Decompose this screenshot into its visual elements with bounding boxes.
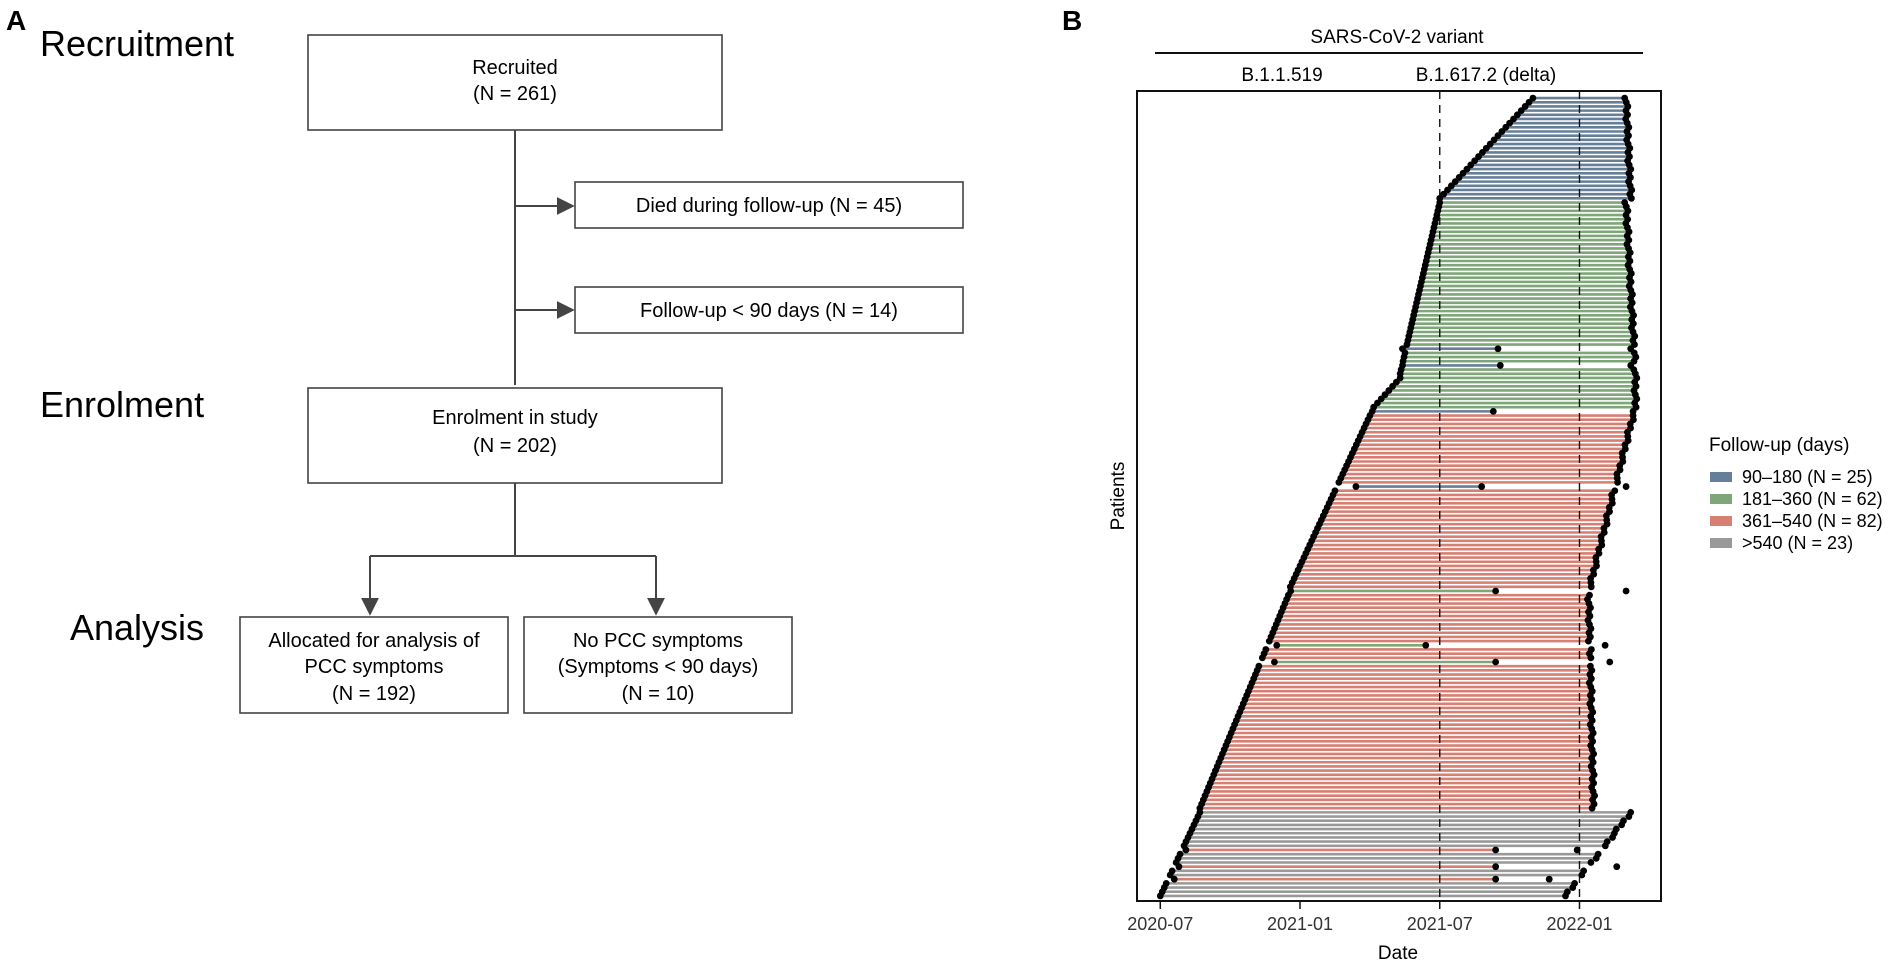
legend-label-over-540: >540 (N = 23): [1742, 533, 1853, 553]
x-axis: 2020-07 2021-01 2021-07 2022-01: [1127, 901, 1613, 934]
legend-item-361-540: 361–540 (N = 82): [1710, 511, 1883, 531]
box-recruited-line2: (N = 261): [473, 83, 557, 105]
box-allocated: Allocated for analysis of PCC symptoms (…: [239, 616, 509, 714]
panel-a: A Recruitment Enrolment Analysis Recruit…: [6, 5, 964, 714]
box-recruited: Recruited (N = 261): [307, 34, 723, 131]
patient-end-point: [1562, 892, 1569, 900]
patient-end-point: [1585, 637, 1592, 645]
legend-label-181-360: 181–360 (N = 62): [1742, 489, 1883, 509]
patient-resume-point: [1573, 846, 1581, 854]
patient-end-point: [1628, 194, 1635, 202]
patient-start-point: [1265, 637, 1273, 645]
patient-end-point: [1569, 884, 1577, 891]
patient-end-point: [1578, 871, 1586, 879]
x-tick-label: 2021-07: [1407, 914, 1473, 934]
patient-points: [1156, 94, 1641, 900]
legend-title: Follow-up (days): [1709, 435, 1849, 456]
legend-label-361-540: 361–540 (N = 82): [1742, 511, 1883, 531]
patient-end-point: [1492, 846, 1500, 854]
patient-end-point: [1609, 834, 1616, 841]
panel-b: B SARS-CoV-2 variant B.1.1.519 B.1.617.2…: [1062, 5, 1883, 964]
patient-end-point: [1588, 804, 1596, 812]
stage-analysis: Analysis: [70, 607, 204, 648]
patient-resume-point: [1606, 658, 1614, 666]
variant-reference-lines: [1439, 91, 1581, 901]
patient-start-point: [1182, 846, 1190, 854]
patient-resume-point: [1622, 483, 1630, 490]
box-no-pcc: No PCC symptoms (Symptoms < 90 days) (N …: [523, 616, 793, 714]
x-tick-label: 2020-07: [1127, 914, 1193, 934]
patient-end-point: [1492, 587, 1500, 595]
patient-start-point: [1166, 871, 1174, 879]
x-tick-label: 2021-01: [1267, 914, 1333, 934]
patient-end-point: [1492, 863, 1500, 871]
x-axis-label: Date: [1378, 943, 1418, 964]
plot-frame: [1136, 90, 1662, 902]
panel-b-label: B: [1062, 5, 1082, 36]
stage-enrolment: Enrolment: [40, 384, 204, 425]
patient-start-point: [1352, 483, 1360, 490]
patient-start-point: [1156, 892, 1164, 900]
patient-end-point: [1601, 842, 1609, 850]
patient-resume-point: [1601, 641, 1609, 649]
patient-end-point: [1618, 821, 1626, 829]
patient-end-point: [1492, 875, 1500, 883]
patient-start-point: [1170, 875, 1178, 883]
legend-label-90-180: 90–180 (N = 25): [1742, 467, 1873, 487]
box-enrolment-line1: Enrolment in study: [432, 407, 598, 429]
box-died: Died during follow-up (N = 45): [574, 181, 964, 229]
box-enrolment: Enrolment in study (N = 202): [307, 387, 723, 484]
patient-end-point: [1489, 407, 1497, 415]
patient-bars: [1160, 96, 1637, 898]
patient-end-point: [1496, 362, 1504, 369]
legend-swatch-90-180: [1710, 472, 1732, 482]
legend-swatch-over-540: [1710, 538, 1732, 548]
patient-resume-point: [1545, 875, 1553, 883]
patient-end-point: [1587, 654, 1595, 662]
box-short-followup: Follow-up < 90 days (N = 14): [574, 286, 964, 334]
patient-start-point: [1258, 654, 1266, 662]
box-no-pcc-line1: No PCC symptoms: [573, 630, 743, 652]
patient-start-point: [1273, 641, 1281, 649]
box-short-followup-line1: Follow-up < 90 days (N = 14): [640, 300, 898, 322]
variant-label-b11519: B.1.1.519: [1241, 65, 1322, 86]
patient-start-point: [1403, 341, 1411, 348]
patient-resume-point: [1613, 863, 1621, 871]
patient-resume-point: [1622, 587, 1630, 595]
legend-swatch-361-540: [1710, 516, 1732, 526]
variant-header: SARS-CoV-2 variant: [1310, 27, 1484, 48]
patient-end-point: [1422, 641, 1430, 649]
legend-swatch-181-360: [1710, 494, 1732, 504]
flow-connectors: [361, 130, 665, 616]
patient-end-point: [1478, 483, 1486, 490]
box-no-pcc-line2: (Symptoms < 90 days): [558, 656, 759, 678]
box-allocated-line1: Allocated for analysis of: [268, 630, 480, 652]
patient-end-point: [1587, 859, 1595, 866]
box-recruited-line1: Recruited: [472, 57, 558, 79]
legend-item-181-360: 181–360 (N = 62): [1710, 489, 1883, 509]
y-axis-label: Patients: [1108, 462, 1129, 531]
variant-label-delta: B.1.617.2 (delta): [1416, 65, 1556, 86]
box-enrolment-line2: (N = 202): [473, 435, 557, 457]
box-died-line1: Died during follow-up (N = 45): [636, 195, 902, 217]
patient-end-point: [1494, 345, 1502, 353]
patient-end-point: [1625, 813, 1633, 820]
panel-a-label: A: [6, 5, 26, 36]
patient-end-point: [1592, 854, 1600, 862]
patient-end-point: [1614, 478, 1621, 486]
patient-start-point: [1175, 863, 1183, 871]
patient-end-point: [1587, 583, 1595, 591]
x-tick-label: 2022-01: [1546, 914, 1612, 934]
patient-end-point: [1492, 658, 1500, 666]
legend-item-over-540: >540 (N = 23): [1710, 533, 1853, 553]
box-allocated-line3: (N = 192): [332, 683, 416, 705]
stage-recruitment: Recruitment: [40, 23, 234, 64]
legend: Follow-up (days) 90–180 (N = 25) 181–360…: [1709, 435, 1883, 553]
patient-start-point: [1335, 478, 1343, 486]
patient-start-point: [1271, 658, 1278, 666]
box-no-pcc-line3: (N = 10): [622, 683, 695, 705]
legend-item-90-180: 90–180 (N = 25): [1710, 467, 1873, 487]
box-allocated-line2: PCC symptoms: [305, 656, 444, 678]
